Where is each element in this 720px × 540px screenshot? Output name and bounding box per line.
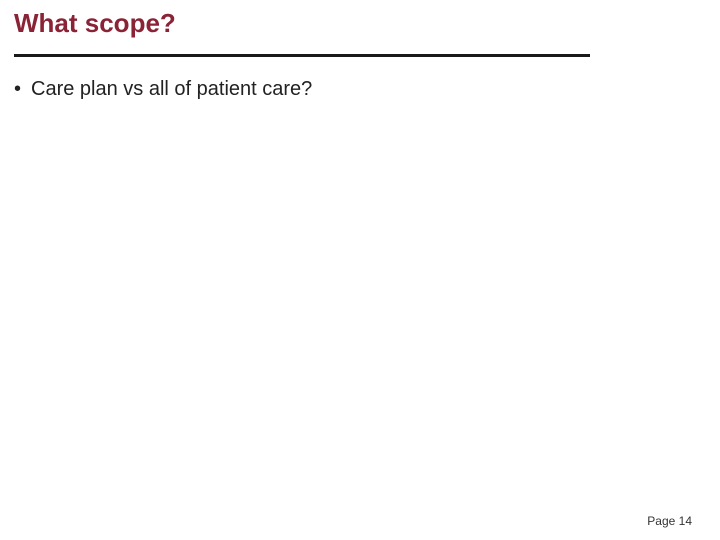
bullet-text: Care plan vs all of patient care? (31, 76, 312, 102)
slide: What scope? • Care plan vs all of patien… (0, 0, 720, 540)
bullet-item: • Care plan vs all of patient care? (14, 76, 312, 102)
bullet-marker-icon: • (14, 76, 21, 102)
title-divider (14, 54, 590, 57)
page-number: Page 14 (647, 514, 692, 528)
slide-title: What scope? (14, 8, 176, 39)
